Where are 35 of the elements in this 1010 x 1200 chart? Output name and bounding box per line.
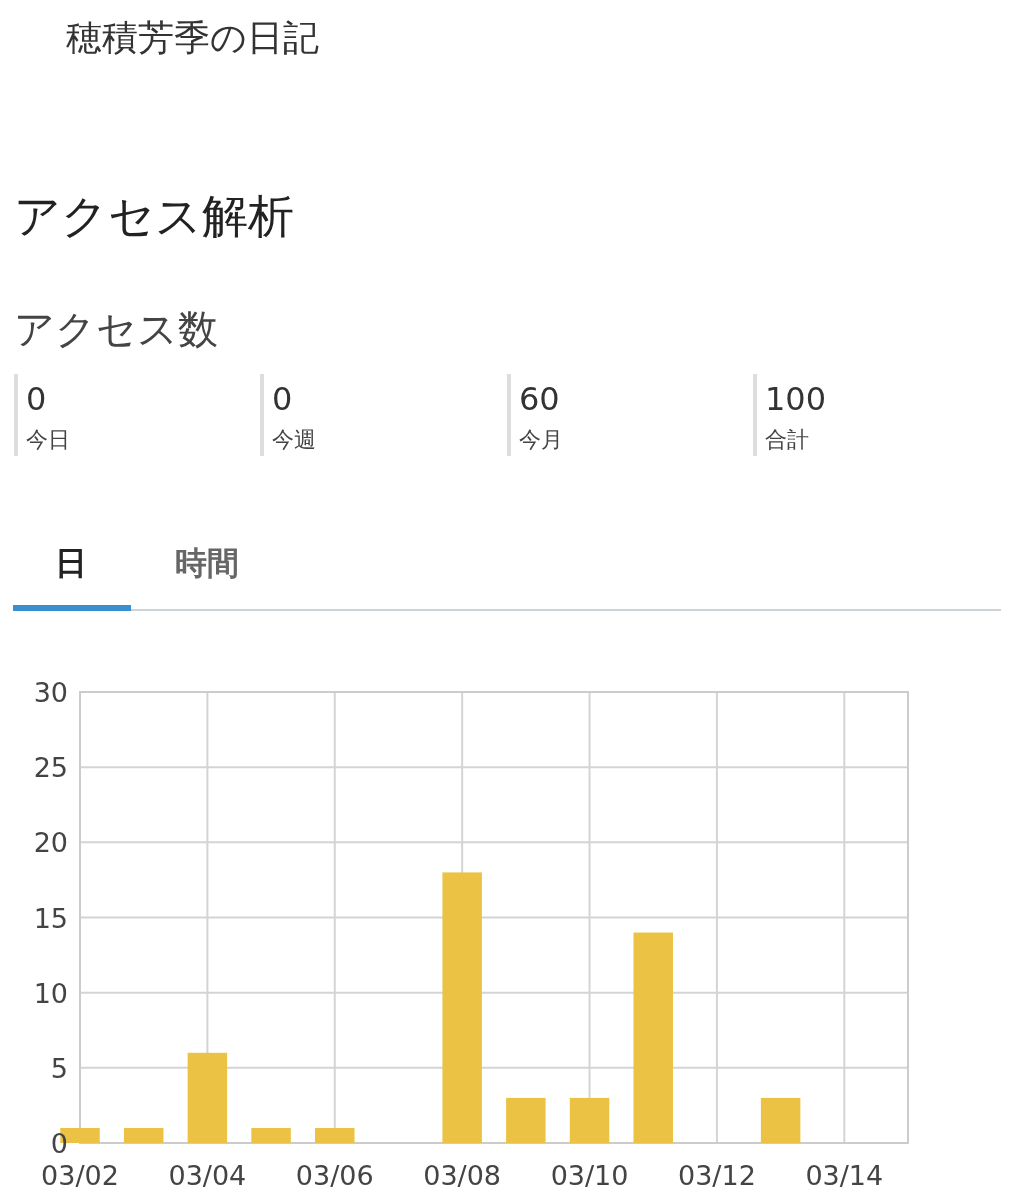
bar (760, 1097, 801, 1143)
text: アクセス数 (14, 306, 218, 352)
y-tick-label: 5 (50, 1052, 68, 1084)
text: 60 (519, 380, 560, 418)
bar (251, 1127, 291, 1143)
chart-title: 穂積芳季の日記 (66, 17, 319, 58)
y-tick-label: 15 (33, 902, 68, 934)
bar (506, 1097, 546, 1143)
text: 今月 (519, 427, 563, 452)
bar (315, 1127, 355, 1143)
y-tick-label: 10 (33, 977, 68, 1009)
bar (442, 872, 482, 1143)
text: 0 (272, 380, 293, 418)
text: 合計 (765, 427, 809, 452)
x-tick-label: 03/12 (678, 1160, 756, 1191)
bar (187, 1052, 228, 1143)
bar (123, 1127, 164, 1143)
text: 今日 (26, 427, 70, 452)
text: 日 (55, 544, 87, 582)
y-tick-label: 20 (33, 827, 68, 859)
x-tick-label: 03/02 (41, 1160, 119, 1191)
x-tick-label: 03/04 (168, 1160, 247, 1191)
chart-subtitle: アクセス解析 (14, 189, 294, 243)
text: 時間 (175, 544, 239, 582)
bar (633, 932, 673, 1143)
text: 今週 (272, 427, 316, 452)
x-tick-label: 03/10 (550, 1160, 629, 1191)
x-tick-label: 03/14 (805, 1160, 884, 1191)
text: 100 (765, 380, 827, 418)
x-tick-label: 03/06 (295, 1160, 374, 1191)
x-tick-label: 03/08 (423, 1160, 502, 1191)
y-tick-label: 25 (33, 752, 68, 784)
y-tick-label: 0 (50, 1128, 68, 1159)
y-tick-label: 30 (33, 677, 68, 708)
bar (569, 1097, 610, 1143)
